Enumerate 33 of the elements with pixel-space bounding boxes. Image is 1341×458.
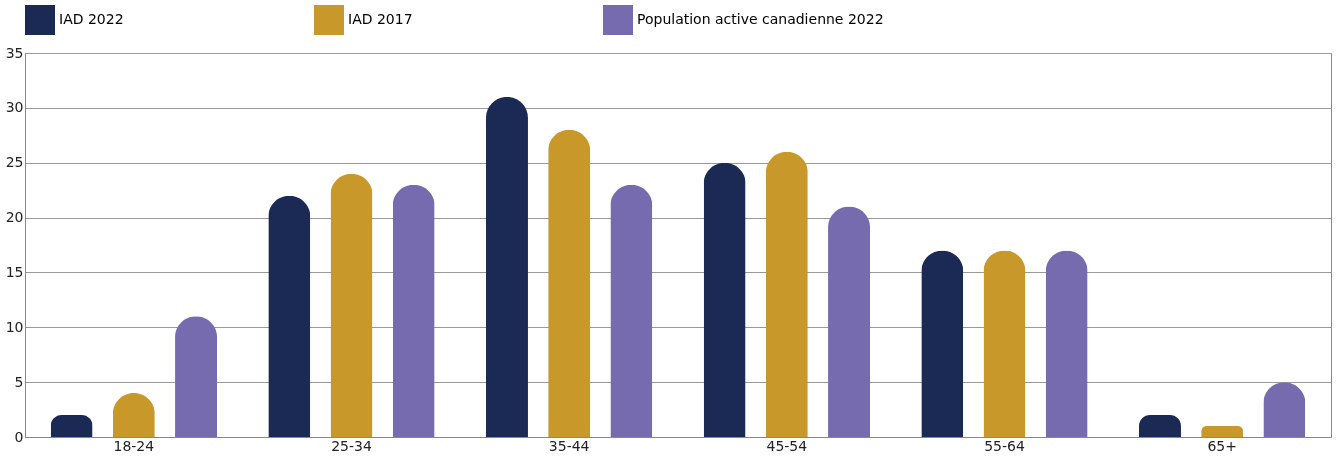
bar [485, 96, 528, 437]
y-tick-label: 10 [5, 318, 24, 335]
bar [268, 195, 311, 437]
y-tick-label: 5 [14, 373, 24, 390]
y-tick-label: 25 [5, 154, 24, 171]
bar [548, 129, 591, 437]
bar [828, 206, 871, 437]
x-tick-label: 45-54 [766, 437, 808, 454]
bar [392, 184, 435, 437]
bar [175, 316, 218, 437]
y-tick-label: 35 [5, 44, 24, 61]
x-tick-label: 65+ [1207, 437, 1237, 454]
bar [703, 162, 746, 437]
x-tick-label: 25-34 [331, 437, 372, 454]
bar [1201, 426, 1244, 437]
y-tick-label: 0 [14, 428, 24, 445]
bar [330, 173, 373, 437]
bar [765, 151, 808, 437]
legend-label: Population active canadienne 2022 [637, 11, 884, 27]
y-tick-label: 15 [5, 263, 24, 280]
legend-label: IAD 2022 [59, 11, 124, 27]
legend-label: IAD 2017 [348, 11, 413, 27]
x-tick-label: 55-64 [984, 437, 1025, 454]
bar [1138, 415, 1181, 437]
bar [1045, 250, 1088, 437]
bar [983, 250, 1026, 437]
x-tick-label: 18-24 [113, 437, 155, 454]
bar [921, 250, 964, 437]
y-tick-label: 30 [5, 99, 24, 116]
y-tick-label: 20 [5, 209, 24, 226]
bar [610, 184, 653, 437]
bar [50, 415, 93, 437]
x-tick-label: 35-44 [548, 437, 590, 454]
